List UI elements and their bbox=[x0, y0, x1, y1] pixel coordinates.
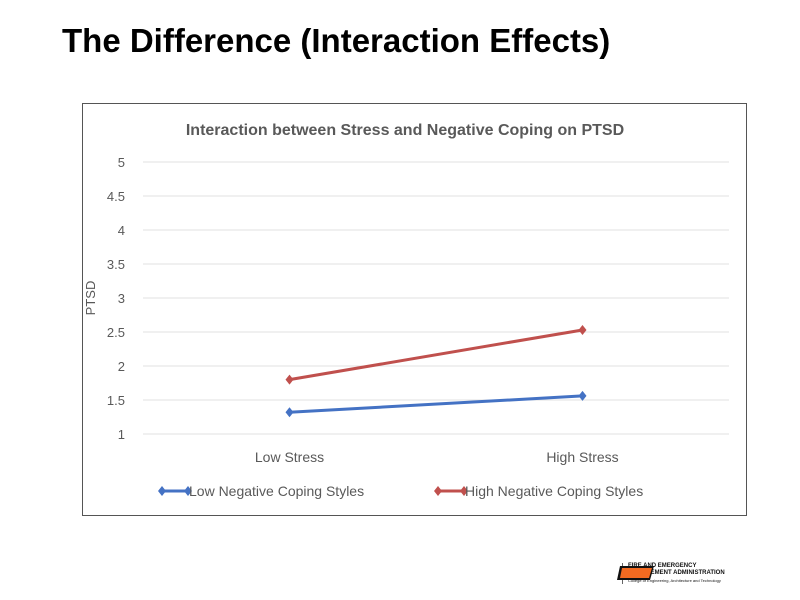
legend-marker bbox=[158, 486, 166, 496]
y-axis-label: PTSD bbox=[83, 281, 98, 316]
y-tick-label: 1.5 bbox=[107, 393, 125, 408]
chart: Interaction between Stress and Negative … bbox=[82, 103, 747, 516]
x-tick-label: High Stress bbox=[546, 449, 618, 465]
data-point bbox=[578, 390, 587, 401]
data-point bbox=[285, 407, 294, 418]
x-tick-label: Low Stress bbox=[255, 449, 324, 465]
y-tick-label: 4 bbox=[118, 223, 125, 238]
logo-line2: MANAGEMENT ADMINISTRATION bbox=[628, 570, 725, 576]
series-line bbox=[289, 328, 583, 382]
slide-title: The Difference (Interaction Effects) bbox=[62, 22, 611, 59]
legend-marker bbox=[460, 486, 468, 496]
y-tick-label: 5 bbox=[118, 155, 125, 170]
data-point bbox=[285, 374, 294, 385]
legend-marker bbox=[184, 486, 192, 496]
y-tick-label: 4.5 bbox=[107, 189, 125, 204]
chart-title: Interaction between Stress and Negative … bbox=[186, 122, 624, 139]
data-point bbox=[578, 324, 587, 335]
y-tick-label: 1 bbox=[118, 427, 125, 442]
logo-line1: FIRE AND EMERGENCY bbox=[628, 563, 697, 569]
y-tick-label: 3.5 bbox=[107, 257, 125, 272]
y-tick-label: 3 bbox=[118, 291, 125, 306]
series-line bbox=[289, 394, 583, 414]
chart-svg: Interaction between Stress and Negative … bbox=[83, 122, 729, 499]
osu-logo: FIRE AND EMERGENCY MANAGEMENT ADMINISTRA… bbox=[617, 563, 725, 584]
legend-marker bbox=[434, 486, 442, 496]
osu-logo-mark bbox=[617, 566, 654, 580]
y-tick-label: 2 bbox=[118, 359, 125, 374]
legend-label: Low Negative Coping Styles bbox=[189, 483, 364, 499]
logo-line3: College of Engineering, Architecture and… bbox=[628, 578, 721, 583]
legend-label: High Negative Coping Styles bbox=[465, 483, 643, 499]
y-tick-label: 2.5 bbox=[107, 325, 125, 340]
